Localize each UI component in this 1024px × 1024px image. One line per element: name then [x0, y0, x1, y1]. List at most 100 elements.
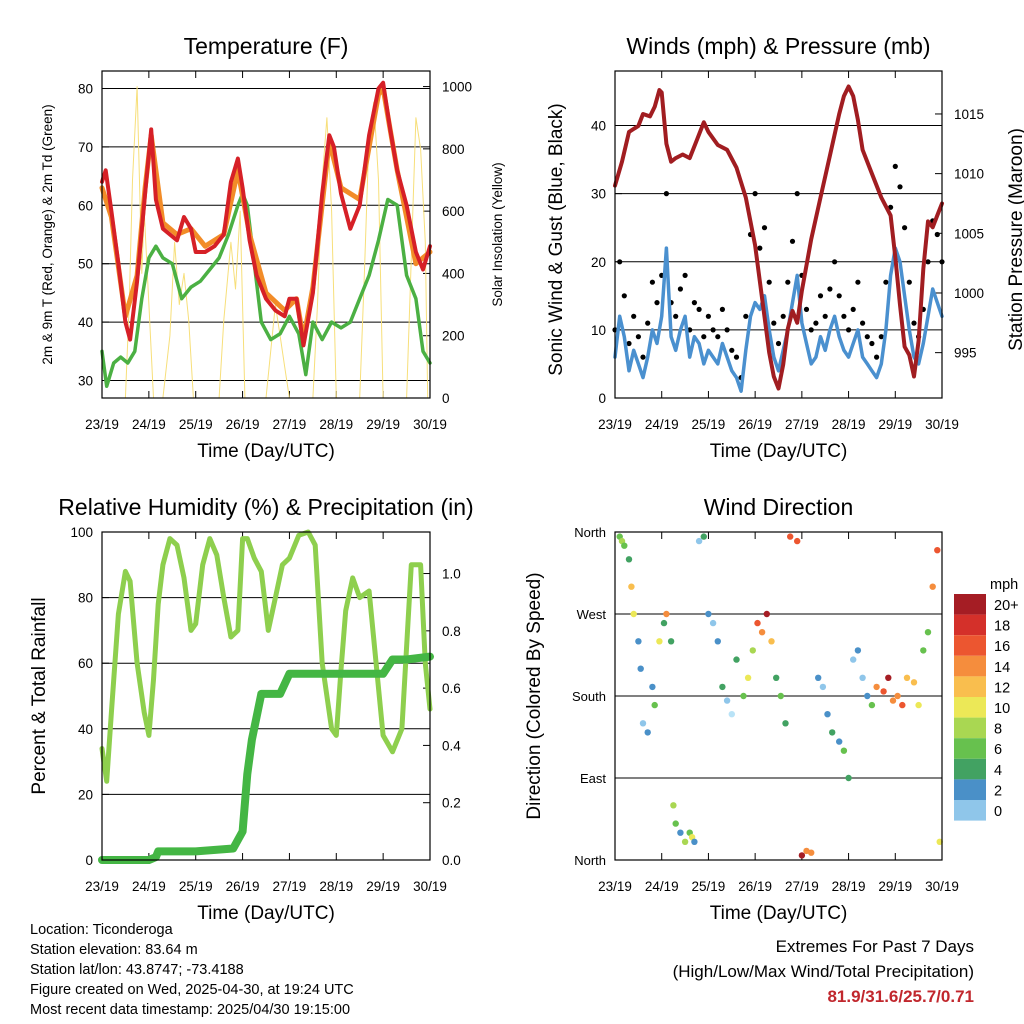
- winds-gust-point-53: [860, 320, 866, 326]
- temperature-ytick-label-0: 30: [78, 373, 93, 388]
- direction-xtick-label-6: 29/19: [878, 879, 912, 894]
- speed-legend-swatch-2: [954, 635, 986, 656]
- temperature-xtick-label-5: 28/19: [319, 417, 353, 432]
- winds-gust-point-25: [729, 347, 735, 353]
- direction-point-48: [819, 683, 827, 691]
- humidity-ytick-label-5: 100: [70, 525, 93, 540]
- winds-gust-point-2: [621, 293, 627, 299]
- direction-point-23: [695, 537, 703, 545]
- winds-xtick-label-2: 25/19: [692, 417, 726, 432]
- temperature-xlabel: Time (Day/UTC): [197, 441, 335, 462]
- winds-xtick-label-1: 24/19: [645, 417, 679, 432]
- temperature-xtick-label-7: 30/19: [413, 417, 447, 432]
- humidity-xtick-label-1: 24/19: [132, 879, 166, 894]
- speed-legend-label-4: 12: [994, 680, 1010, 696]
- winds-gust-point-19: [701, 334, 707, 340]
- humidity-ytick-right-label-0: 0.0: [442, 853, 461, 868]
- extremes-block: Extremes For Past 7 Days (High/Low/Max W…: [673, 934, 974, 1009]
- winds-gust-point-32: [761, 225, 768, 231]
- winds-gust-point-48: [836, 293, 842, 299]
- direction-xtick-label-5: 28/19: [832, 879, 866, 894]
- direction-point-44: [798, 852, 806, 859]
- direction-ytick-label-4: North: [574, 525, 606, 540]
- winds-gust-point-15: [682, 272, 688, 278]
- direction-point-60: [880, 688, 887, 695]
- winds-gust-point-62: [902, 225, 908, 231]
- temperature-ytick-label-5: 80: [78, 82, 93, 97]
- speed-legend-swatch-6: [954, 717, 986, 739]
- winds-gust-point-11: [663, 191, 670, 197]
- winds-gust-point-60: [892, 163, 898, 169]
- humidity-ytick-right-label-3: 0.6: [442, 681, 461, 696]
- winds-gust-point-39: [794, 191, 800, 197]
- direction-point-4: [628, 583, 635, 590]
- winds-xtick-label-0: 23/19: [598, 417, 632, 432]
- winds-panel: Winds (mph) & Pressure (mb) Time (Day/UTC…: [546, 33, 1024, 462]
- temperature-ylabel-right: Solar Insolation (Yellow): [490, 162, 505, 306]
- direction-point-39: [773, 674, 780, 681]
- direction-point-7: [637, 665, 644, 672]
- speed-legend-swatch-8: [954, 758, 986, 780]
- timestamp-text: Most recent data timestamp: 2025/04/30 1…: [30, 1002, 351, 1018]
- direction-point-19: [681, 838, 689, 845]
- winds-gust-point-42: [808, 327, 814, 333]
- speed-legend-label-2: 16: [994, 639, 1010, 655]
- winds-ytick-label-2: 20: [591, 255, 606, 270]
- winds-gust-point-57: [878, 334, 884, 340]
- direction-point-50: [829, 729, 836, 736]
- humidity-ytick-right-label-2: 0.4: [442, 738, 461, 753]
- winds-gust-point-45: [822, 313, 828, 319]
- temperature-ytick-right-label-2: 400: [442, 266, 465, 281]
- humidity-title: Relative Humidity (%) & Precipitation (i…: [58, 494, 473, 520]
- latlon-text: Station lat/lon: 43.8747; -73.4188: [30, 962, 244, 978]
- winds-gust-point-21: [710, 327, 716, 333]
- humidity-ytick-right-label-1: 0.2: [442, 796, 461, 811]
- temperature-ytick-right-label-5: 1000: [442, 80, 472, 95]
- humidity-panel: Relative Humidity (%) & Precipitation (i…: [29, 494, 474, 924]
- direction-point-11: [651, 701, 658, 709]
- direction-point-69: [924, 629, 932, 636]
- winds-ytick-right-label-4: 1015: [954, 107, 984, 122]
- direction-ylabel-left: Direction (Colored By Speed): [524, 572, 545, 819]
- direction-point-62: [889, 697, 897, 704]
- direction-point-13: [660, 619, 668, 627]
- direction-point-57: [864, 692, 871, 700]
- winds-gust-point-69: [934, 231, 940, 238]
- speed-legend-swatch-7: [954, 738, 986, 759]
- speed-legend-label-9: 2: [994, 783, 1002, 799]
- direction-xtick-label-4: 27/19: [785, 879, 819, 894]
- winds-gust-point-41: [803, 306, 810, 312]
- direction-xtick-label-2: 25/19: [692, 879, 726, 894]
- direction-ytick-label-1: East: [580, 771, 606, 786]
- direction-point-17: [672, 820, 679, 827]
- humidity-xtick-label-2: 25/19: [179, 879, 213, 894]
- winds-gust-point-34: [771, 320, 777, 326]
- direction-point-15: [667, 638, 675, 645]
- direction-point-40: [777, 692, 784, 700]
- direction-point-47: [815, 674, 822, 681]
- direction-xtick-label-7: 30/19: [925, 879, 959, 894]
- humidity-ytick-right-label-4: 0.8: [442, 624, 461, 639]
- humidity-ytick-label-0: 0: [85, 853, 93, 868]
- direction-point-52: [840, 747, 848, 754]
- winds-gust-point-5: [635, 334, 642, 340]
- winds-gust-point-26: [733, 354, 740, 360]
- temperature-ytick-right-label-4: 800: [442, 142, 465, 157]
- temperature-title: Temperature (F): [184, 33, 349, 59]
- humidity-series-rh: [99, 529, 433, 784]
- direction-point-66: [910, 679, 918, 686]
- direction-point-14: [663, 610, 670, 618]
- direction-point-37: [763, 610, 770, 618]
- direction-point-25: [705, 610, 712, 618]
- direction-point-22: [691, 838, 698, 845]
- winds-xtick-label-6: 29/19: [878, 417, 912, 432]
- humidity-xlabel: Time (Day/UTC): [197, 903, 335, 924]
- humidity-xtick-label-0: 23/19: [85, 879, 119, 894]
- temperature-ytick-right-label-0: 0: [442, 391, 450, 406]
- winds-ytick-right-label-1: 1000: [954, 286, 984, 301]
- winds-xtick-label-4: 27/19: [785, 417, 819, 432]
- winds-ytick-label-4: 40: [591, 119, 606, 134]
- direction-border: [614, 531, 943, 861]
- speed-legend-label-3: 14: [994, 660, 1010, 676]
